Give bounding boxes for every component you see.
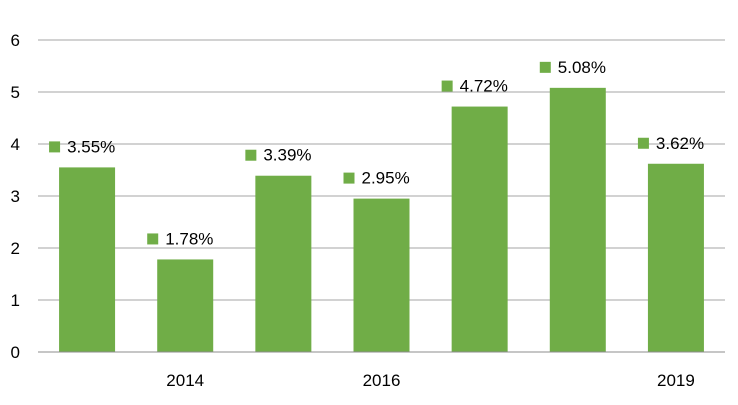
x-tick-label: 2019 (657, 371, 695, 390)
data-label-marker (539, 61, 551, 73)
data-label: 3.39% (263, 146, 311, 165)
y-tick-label: 1 (11, 291, 20, 310)
x-tick-label: 2014 (166, 371, 204, 390)
data-label-marker (441, 80, 453, 92)
y-tick-label: 3 (11, 187, 20, 206)
data-label: 4.72% (460, 77, 508, 96)
data-label-marker (343, 172, 355, 184)
bar (59, 167, 116, 352)
data-label-marker (637, 137, 649, 149)
gridlines (38, 39, 725, 301)
bar (549, 87, 606, 352)
data-label: 2.95% (362, 169, 410, 188)
y-tick-label: 2 (11, 239, 20, 258)
bar (647, 163, 704, 352)
y-tick-label: 5 (11, 83, 20, 102)
data-labels: 3.55% 1.78% 3.39% 2.95% 4.72% 5.08% 3.62% (67, 58, 704, 249)
data-label-marker (49, 141, 61, 153)
bar (255, 175, 312, 352)
x-tick-label: 2016 (363, 371, 401, 390)
bars (59, 87, 704, 352)
bar (353, 198, 410, 352)
data-label: 1.78% (165, 229, 213, 248)
y-tick-label: 4 (11, 135, 20, 154)
data-label: 3.55% (67, 137, 115, 156)
data-label-marker (245, 149, 257, 161)
bar (451, 106, 508, 352)
data-label-marker (147, 233, 159, 245)
y-tick-label: 6 (11, 31, 20, 50)
data-label-markers (49, 61, 649, 245)
x-axis-tick-labels: 2014 2016 2019 (166, 371, 695, 390)
data-label: 3.62% (656, 134, 704, 153)
y-tick-label: 0 (11, 343, 20, 362)
y-axis-tick-labels: 0 1 2 3 4 5 6 (11, 31, 20, 362)
data-label: 5.08% (558, 58, 606, 77)
bar (157, 259, 214, 352)
